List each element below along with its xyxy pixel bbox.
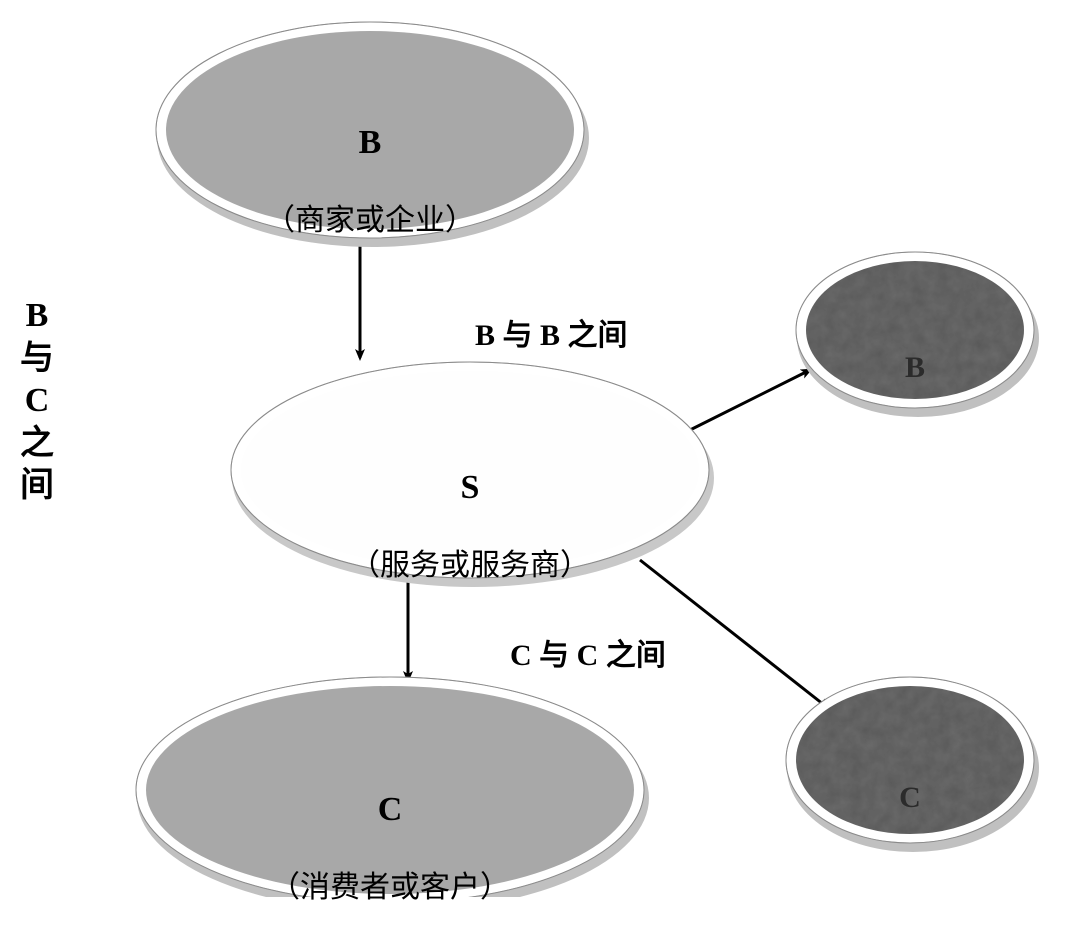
side-label-char: B [26,295,49,338]
diagram-canvas: B 与 C 之 间 B 与 B 之间 C 与 C 之间 B （商家或企业） S … [0,0,1080,897]
node-letter: C [850,780,970,816]
node-letter: C [140,790,640,831]
edge-label-cc: C 与 C 之间 [510,630,666,674]
side-label-char: C [25,380,50,423]
node-desc: （商家或企业） [160,203,580,239]
node-c-small-text: C [850,742,970,855]
node-letter: S [235,468,705,509]
node-b-small-text: B [855,312,975,425]
node-desc: （服务或服务商） [235,548,705,584]
node-c-main-text: C （消费者或客户） [140,752,640,944]
node-s-main-text: S （服务或服务商） [235,430,705,622]
node-letter: B [855,350,975,386]
node-letter: B [160,123,580,164]
node-b-main-text: B （商家或企业） [160,85,580,277]
side-label-bc: B 与 C 之 间 [20,295,54,508]
side-label-char: 间 [20,465,54,508]
edge-label-bb: B 与 B 之间 [475,310,628,354]
side-label-char: 之 [20,423,54,466]
edge [690,370,810,430]
side-label-char: 与 [20,338,54,381]
node-desc: （消费者或客户） [140,870,640,906]
